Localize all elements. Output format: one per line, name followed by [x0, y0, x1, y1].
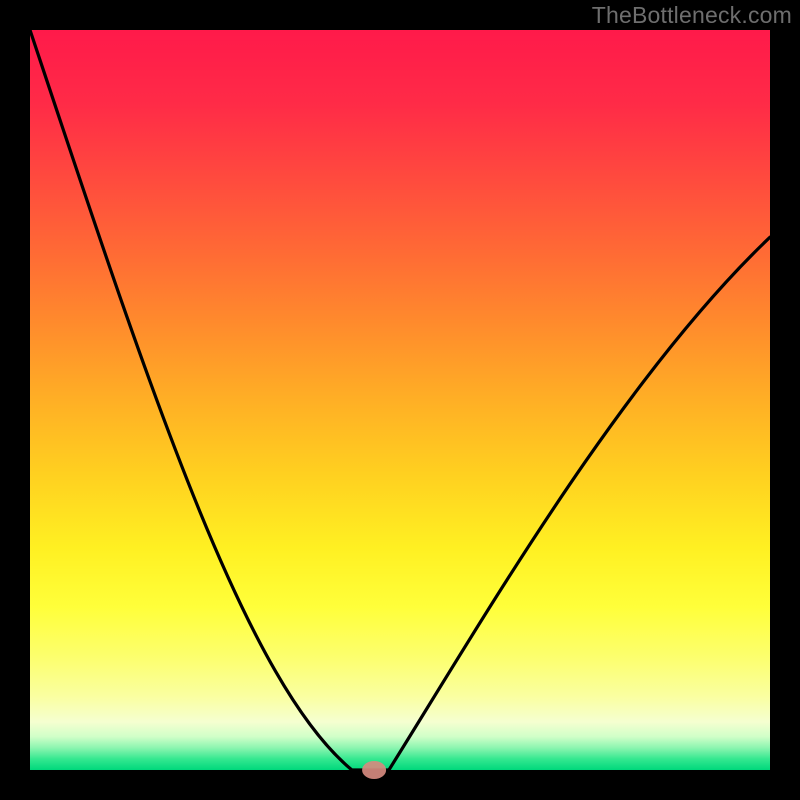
optimal-point-marker	[362, 761, 386, 779]
watermark-text: TheBottleneck.com	[592, 2, 792, 29]
bottleneck-chart	[0, 0, 800, 800]
chart-background	[30, 30, 770, 770]
chart-container: TheBottleneck.com	[0, 0, 800, 800]
